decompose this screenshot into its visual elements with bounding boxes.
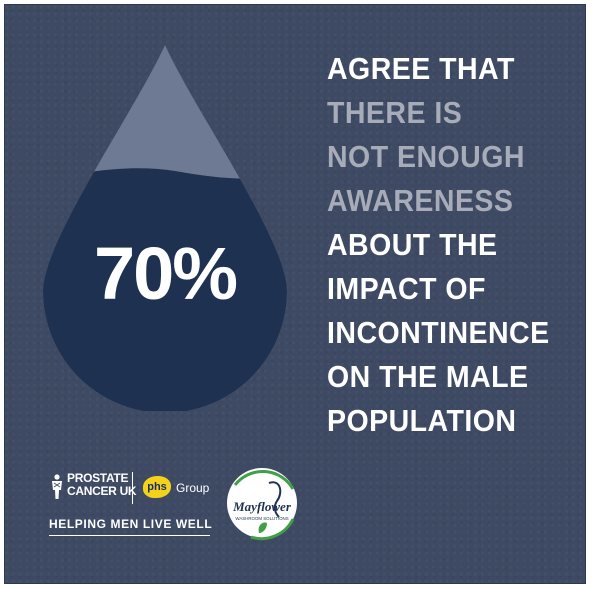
pcuk-line-1: PROSTATE — [67, 471, 129, 485]
stat-percentage: 70% — [93, 232, 238, 315]
logo-divider — [132, 472, 133, 504]
pcuk-line-2: CANCER UK — [67, 484, 137, 498]
headline-line: ABOUT THE — [327, 227, 498, 262]
headline-line: AWARENESS — [327, 183, 514, 218]
phs-group-label: Group — [176, 481, 210, 495]
prostate-cancer-uk-text: PROSTATE CANCER UK — [67, 471, 137, 498]
headline-line: ON THE MALE — [327, 359, 529, 394]
headline-line: THERE IS — [327, 95, 463, 130]
infographic-card: 70% AGREE THAT THERE IS NOT ENOUGH AWARE… — [4, 4, 586, 584]
headline-line: INCONTINENCE — [327, 315, 550, 350]
mayflower-logo: Mayflower WASHROOM SOLUTIONS — [227, 468, 297, 541]
drop-fill-level — [43, 168, 287, 411]
water-drop-icon — [43, 45, 287, 411]
headline-line: NOT ENOUGH — [327, 139, 525, 174]
phs-logo-badge: phs — [143, 476, 171, 498]
mayflower-name: Mayflower — [232, 499, 292, 514]
man-figure-icon — [52, 474, 62, 499]
headline: AGREE THAT THERE IS NOT ENOUGH AWARENESS… — [327, 47, 557, 443]
headline-line: POPULATION — [327, 403, 517, 438]
tagline: HELPING MEN LIVE WELL — [49, 517, 213, 531]
tagline-rule — [49, 535, 210, 536]
headline-line: IMPACT OF — [327, 271, 486, 306]
headline-line: AGREE THAT — [327, 51, 515, 86]
leaf-icon — [258, 522, 267, 533]
mayflower-sub: WASHROOM SOLUTIONS — [235, 516, 288, 521]
